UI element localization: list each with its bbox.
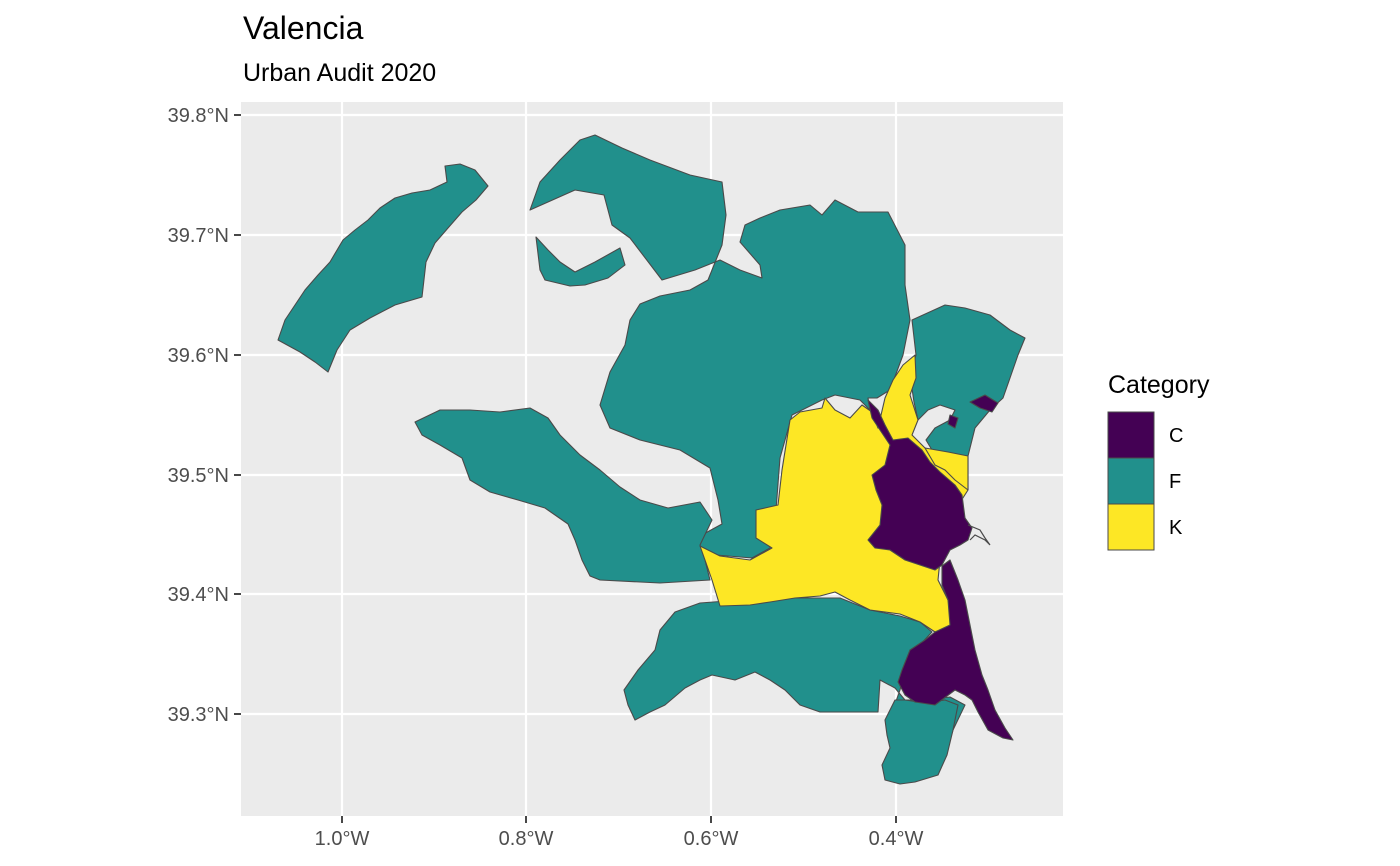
y-tick-label: 39.3°N [168, 704, 229, 726]
plot-title: Valencia [243, 10, 364, 46]
region-f-northwest [277, 163, 489, 373]
y-tick-label: 39.5°N [168, 465, 229, 487]
region-c-city [867, 399, 973, 571]
region-f-north [529, 134, 911, 559]
x-tick-label: 0.6°W [684, 828, 739, 850]
legend-swatch-f [1107, 457, 1155, 505]
y-tick-label: 39.4°N [168, 584, 229, 606]
plot-subtitle: Urban Audit 2020 [243, 59, 436, 87]
y-tick-label: 39.7°N [168, 225, 229, 247]
region-k-central [699, 354, 969, 633]
legend-label-k: K [1169, 517, 1183, 539]
x-tick-label: 0.8°W [499, 828, 554, 850]
axis-ticks [234, 114, 897, 823]
legend-swatch-c [1107, 411, 1155, 459]
region-c-coast [897, 559, 1014, 741]
x-axis-labels: 1.0°W 0.8°W 0.6°W 0.4°W [315, 828, 924, 850]
region-c-small-north [969, 394, 999, 413]
legend-label-f: F [1169, 471, 1181, 493]
region-f-west [535, 236, 626, 287]
legend-label-c: C [1169, 425, 1183, 447]
y-tick-label: 39.8°N [168, 105, 229, 127]
y-tick-label: 39.6°N [168, 345, 229, 367]
x-tick-label: 0.4°W [869, 828, 924, 850]
region-c-small-islet [947, 414, 959, 429]
x-tick-label: 1.0°W [315, 828, 370, 850]
legend-title: Category [1108, 371, 1210, 399]
region-k-east [924, 447, 969, 491]
map-regions [277, 134, 1026, 785]
y-axis-labels: 39.8°N 39.7°N 39.6°N 39.5°N 39.4°N 39.3°… [168, 105, 229, 726]
port-outline [967, 524, 991, 546]
legend: Category C F K [1107, 371, 1210, 551]
legend-swatch-k [1107, 503, 1155, 551]
